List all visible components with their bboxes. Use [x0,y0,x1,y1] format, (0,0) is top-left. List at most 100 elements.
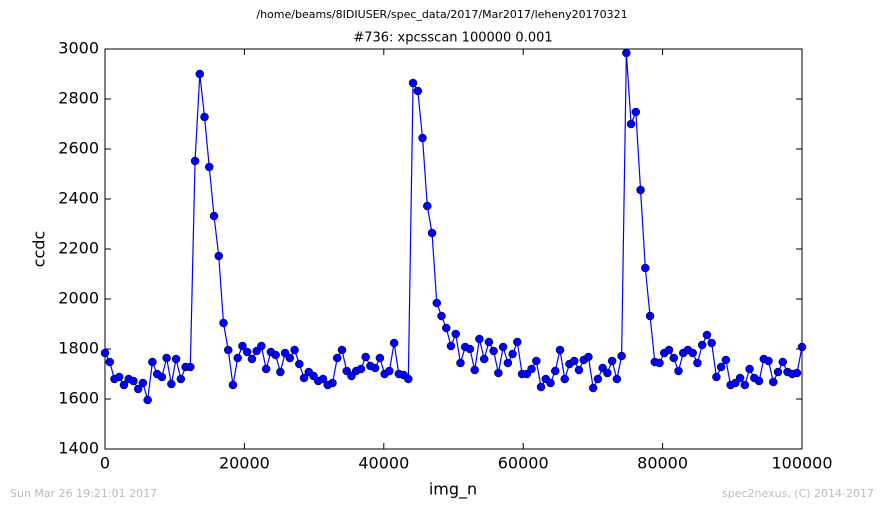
data-point [105,357,114,367]
data-point [214,251,224,261]
data-point [228,380,238,390]
data-point [408,78,418,88]
y-axis-label: ccdc [30,231,49,268]
data-point [475,334,484,344]
data-point [114,372,124,382]
y-tick-label: 2200 [58,239,99,258]
data-point [697,340,707,350]
data-point [432,298,442,308]
data-point [773,367,783,377]
data-point [446,341,456,351]
data-point [674,366,683,376]
data-point [470,365,479,375]
data-point [716,362,726,372]
data-point [205,162,214,172]
data-point [508,349,517,359]
data-point [361,352,370,362]
x-tick-label: 20000 [219,454,270,473]
x-axis-label: img_n [429,480,477,500]
data-point [484,337,494,347]
data-point [631,107,641,117]
data-point [223,345,233,355]
data-point [693,358,702,368]
data-point [385,366,394,376]
data-point [233,353,242,363]
data-point [778,357,788,367]
data-point [295,359,304,369]
footer-left: Sun Mar 26 19:21:01 2017 [10,487,157,500]
data-point [423,201,432,211]
data-point [389,338,399,348]
data-point [603,368,612,378]
data-point [494,368,503,378]
data-point [655,358,664,368]
data-point [745,364,754,374]
data-point [721,355,731,365]
data-point [636,185,645,195]
data-point [442,323,451,333]
y-tick-label: 1400 [58,439,99,458]
data-point [138,378,148,388]
data-point [754,376,764,386]
data-point [370,363,380,373]
data-point [489,346,498,356]
data-point [332,353,342,363]
y-tick-label: 3000 [58,39,99,58]
data-point [157,372,167,382]
x-tick-label: 40000 [358,454,409,473]
data-point [285,353,295,363]
data-point [148,357,157,367]
data-point [584,352,593,362]
data-point [290,345,299,355]
data-point [669,353,679,363]
data-point [219,318,228,328]
data-point [129,376,138,386]
data-point [588,383,598,393]
data-point [617,351,626,361]
y-tick-label: 2000 [58,289,99,308]
data-point [536,382,546,392]
data-point [276,367,285,377]
data-point [195,69,205,79]
x-tick-label: 60000 [498,454,549,473]
y-tick-label: 2800 [58,89,99,108]
data-point [318,374,328,384]
data-point [574,365,584,375]
plot-frame [104,48,803,450]
data-point [645,311,655,321]
data-point [626,119,636,129]
data-point [190,156,200,166]
data-point [418,133,427,143]
data-point [143,395,152,405]
data-point [688,348,697,358]
data-point [513,337,522,347]
data-point [271,350,280,360]
data-point [612,374,622,384]
x-tick-label: 80000 [637,454,688,473]
chart-title: #736: xpcsscan 100000 0.001 [353,31,552,46]
data-point [593,374,603,384]
data-point [641,263,650,273]
data-point [119,380,129,390]
y-tick-label: 1800 [58,339,99,358]
data-point [404,374,413,384]
data-point [707,338,716,348]
data-point [712,372,721,382]
data-point [702,330,712,340]
data-point [176,374,186,384]
data-point [735,373,745,383]
data-point [498,342,508,352]
data-point [337,345,347,355]
data-point [209,211,219,221]
data-point [242,347,252,357]
data-point [167,379,176,389]
data-point [465,344,475,354]
data-point [186,362,195,372]
data-point [261,364,271,374]
data-point [451,329,460,339]
data-point [427,228,437,238]
data-point [769,377,778,387]
data-point [764,356,773,366]
data-point [456,358,465,368]
